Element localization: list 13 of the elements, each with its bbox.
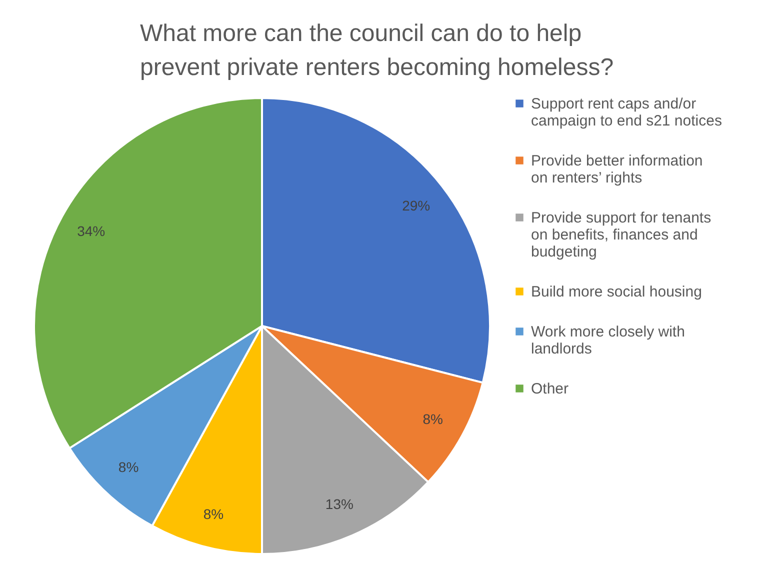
data-label: 8%: [422, 410, 443, 427]
legend-label: Provide better information on renters’ rights: [531, 152, 703, 186]
legend-label: Support rent caps and/or campaign to end s21 notices: [531, 96, 722, 130]
data-label: 8%: [203, 506, 224, 522]
data-label: 13%: [325, 496, 354, 512]
chart-title: What more can the council can do to help prevent private renters becoming homeless?: [140, 20, 614, 81]
legend-label: Work more closely with landlords: [531, 324, 685, 358]
data-label: 34%: [77, 223, 106, 240]
data-label: 8%: [118, 459, 139, 476]
legend-label: Other: [531, 380, 569, 398]
data-label: 29%: [402, 197, 430, 214]
legend-label: Build more social housing: [531, 284, 702, 300]
legend-label: Provide support for tenants on benefits, finances and budgeting: [531, 210, 712, 260]
